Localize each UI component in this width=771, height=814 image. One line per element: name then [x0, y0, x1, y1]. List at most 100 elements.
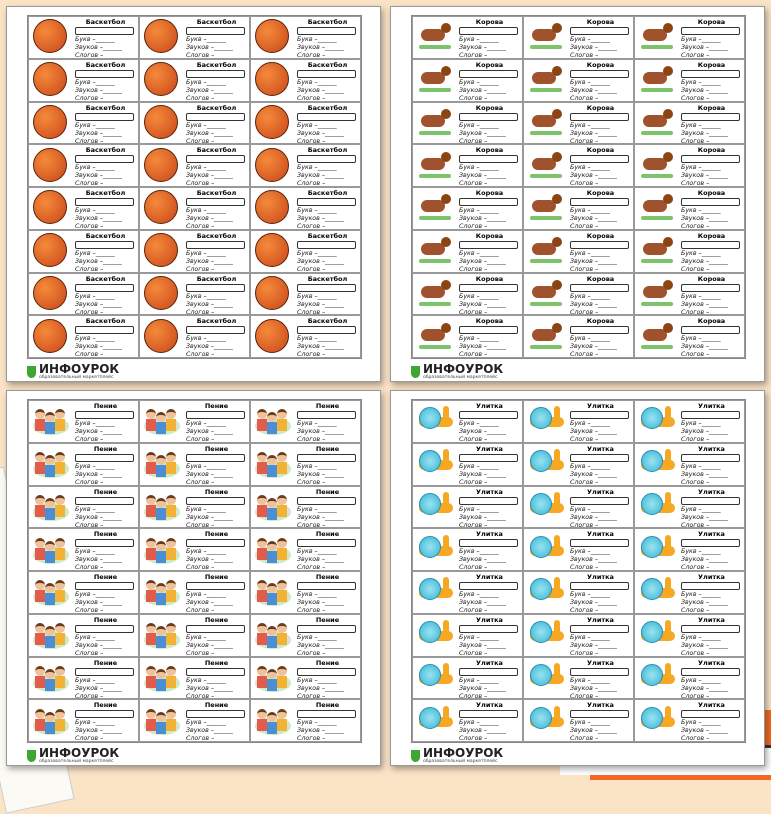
card-title: Баскетбол — [196, 18, 237, 26]
answer-box[interactable] — [570, 283, 629, 292]
answer-box[interactable] — [297, 112, 356, 121]
answer-box[interactable] — [459, 155, 518, 164]
answer-box[interactable] — [570, 624, 629, 633]
answer-box[interactable] — [75, 155, 134, 164]
answer-box[interactable] — [297, 411, 356, 419]
answer-box[interactable] — [681, 326, 740, 335]
answer-box[interactable] — [459, 326, 518, 335]
answer-box[interactable] — [186, 155, 245, 164]
answer-box[interactable] — [681, 539, 740, 548]
answer-box[interactable] — [459, 27, 518, 35]
answer-box[interactable] — [297, 69, 356, 78]
answer-box[interactable] — [459, 69, 518, 78]
answer-box[interactable] — [681, 27, 740, 35]
answer-box[interactable] — [459, 198, 518, 206]
answer-box[interactable] — [570, 240, 629, 249]
answer-box[interactable] — [459, 710, 518, 719]
answer-box[interactable] — [570, 326, 629, 335]
answer-box[interactable] — [681, 69, 740, 78]
answer-box[interactable] — [297, 27, 356, 35]
answer-box[interactable] — [570, 112, 629, 121]
answer-box[interactable] — [297, 240, 356, 249]
answer-box[interactable] — [570, 582, 629, 590]
answer-box[interactable] — [186, 283, 245, 292]
answer-box[interactable] — [681, 155, 740, 164]
answer-box[interactable] — [459, 240, 518, 249]
answer-box[interactable] — [186, 198, 245, 206]
answer-box[interactable] — [459, 582, 518, 590]
answer-box[interactable] — [459, 667, 518, 676]
answer-box[interactable] — [75, 710, 134, 719]
answer-box[interactable] — [297, 496, 356, 505]
answer-box[interactable] — [570, 27, 629, 35]
answer-box[interactable] — [681, 112, 740, 121]
answer-box[interactable] — [570, 496, 629, 505]
answer-box[interactable] — [75, 453, 134, 462]
answer-box[interactable] — [186, 453, 245, 462]
answer-box[interactable] — [75, 112, 134, 121]
answer-box[interactable] — [681, 411, 740, 419]
answer-box[interactable] — [186, 69, 245, 78]
children-singing-icon — [33, 532, 69, 568]
answer-box[interactable] — [681, 710, 740, 719]
answer-box[interactable] — [75, 667, 134, 676]
answer-box[interactable] — [75, 27, 134, 35]
answer-box[interactable] — [186, 411, 245, 419]
answer-box[interactable] — [186, 496, 245, 505]
answer-box[interactable] — [75, 326, 134, 335]
answer-box[interactable] — [459, 496, 518, 505]
answer-box[interactable] — [75, 240, 134, 249]
answer-box[interactable] — [297, 667, 356, 676]
answer-box[interactable] — [186, 667, 245, 676]
answer-box[interactable] — [186, 624, 245, 633]
answer-box[interactable] — [570, 667, 629, 676]
answer-box[interactable] — [186, 27, 245, 35]
answer-box[interactable] — [459, 112, 518, 121]
answer-box[interactable] — [297, 155, 356, 164]
answer-box[interactable] — [681, 283, 740, 292]
answer-box[interactable] — [75, 198, 134, 206]
answer-box[interactable] — [681, 198, 740, 206]
answer-box[interactable] — [570, 155, 629, 164]
sounds-line: Звуков – — [75, 642, 122, 650]
answer-box[interactable] — [459, 624, 518, 633]
answer-box[interactable] — [297, 539, 356, 548]
answer-box[interactable] — [681, 582, 740, 590]
answer-box[interactable] — [681, 496, 740, 505]
answer-box[interactable] — [75, 582, 134, 590]
answer-box[interactable] — [297, 582, 356, 590]
answer-box[interactable] — [459, 453, 518, 462]
answer-box[interactable] — [186, 582, 245, 590]
answer-box[interactable] — [570, 69, 629, 78]
answer-box[interactable] — [570, 539, 629, 548]
answer-box[interactable] — [570, 453, 629, 462]
answer-box[interactable] — [186, 326, 245, 335]
answer-box[interactable] — [186, 539, 245, 548]
answer-box[interactable] — [459, 411, 518, 419]
answer-box[interactable] — [75, 69, 134, 78]
answer-box[interactable] — [186, 112, 245, 121]
answer-box[interactable] — [681, 624, 740, 633]
answer-box[interactable] — [75, 539, 134, 548]
answer-box[interactable] — [681, 453, 740, 462]
answer-box[interactable] — [75, 411, 134, 419]
answer-box[interactable] — [75, 283, 134, 292]
answer-box[interactable] — [459, 539, 518, 548]
answer-box[interactable] — [297, 624, 356, 633]
answer-box[interactable] — [297, 453, 356, 462]
answer-box[interactable] — [297, 283, 356, 292]
answer-box[interactable] — [297, 710, 356, 719]
answer-box[interactable] — [459, 283, 518, 292]
answer-box[interactable] — [681, 667, 740, 676]
answer-box[interactable] — [570, 411, 629, 419]
answer-box[interactable] — [186, 240, 245, 249]
answer-box[interactable] — [297, 326, 356, 335]
answer-box[interactable] — [570, 710, 629, 719]
answer-box[interactable] — [681, 240, 740, 249]
answer-box[interactable] — [570, 198, 629, 206]
sounds-label: Звуков – — [75, 641, 103, 649]
answer-box[interactable] — [297, 198, 356, 206]
answer-box[interactable] — [186, 710, 245, 719]
answer-box[interactable] — [75, 496, 134, 505]
answer-box[interactable] — [75, 624, 134, 633]
